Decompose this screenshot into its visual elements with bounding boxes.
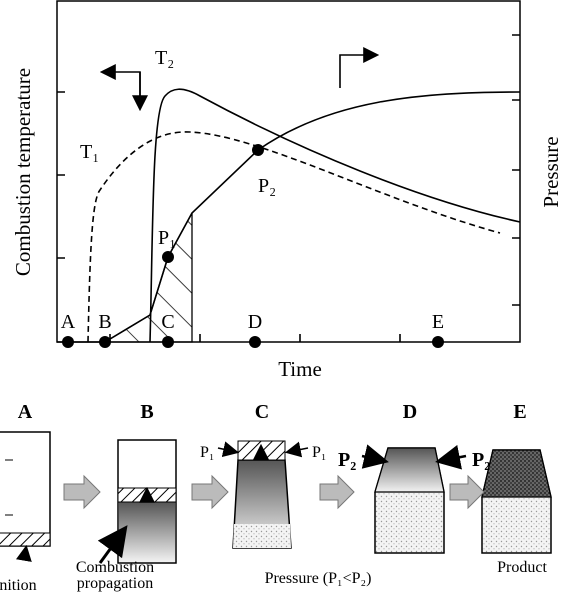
point [249,336,261,348]
stage-label: B [140,401,153,423]
points [62,144,444,348]
process-arrow [319,474,355,510]
point [162,336,174,348]
ticks [5,459,13,516]
y-axis-label: Combustion temperature [11,68,35,276]
pressure-arrow [361,444,389,469]
t-axis-arrow [99,64,141,105]
x-axis-label: Time [278,357,322,381]
point-label: A [61,311,76,333]
caption: Ignition [0,577,37,594]
point-label: D [248,311,262,333]
stage-label: A [18,401,33,423]
ticks [57,34,520,342]
process-arrows [63,474,485,510]
y2-axis-label: Pressure [539,136,563,207]
burned-zone [119,502,175,562]
point [432,336,444,348]
pressure-label: P₂ [338,449,356,471]
pressure-curve [57,91,521,343]
product-zone [233,524,291,548]
point-label: E [432,311,444,333]
point [252,144,264,156]
stage-label: E [513,401,526,423]
ignition-arrow [16,544,32,562]
pressure-arrow [217,441,240,458]
caption: Pressure (P₁<P₂) [265,570,372,587]
caption: Combustion [76,559,154,576]
plot-frame [56,0,521,343]
compressed-zone [374,447,445,493]
time-chart: A B C D E T₂ T₁ P₂ P₁ Time Combustion te… [11,0,563,381]
point [162,251,174,263]
pressure-label: P₂ [472,449,490,471]
sample [0,431,51,547]
p-axis-arrow [339,47,380,88]
pointer-arrow [97,525,128,564]
stages: A B C D E Ignition Combustion propagatio… [0,401,552,594]
process-arrow [63,474,101,510]
point [99,336,111,348]
point-label: C [161,311,174,333]
t1-curve [87,131,501,343]
stage-label: C [255,401,269,423]
pressure-label: P₁ [200,444,214,461]
process-arrow [449,474,485,510]
t2-curve [149,88,521,343]
caption: propagation [77,575,153,592]
pressure-label: P₁ [312,444,326,461]
point [62,336,74,348]
curve-label: T₂ [155,47,174,69]
curve-label: T₁ [80,141,99,163]
curve-label: P₁ [158,227,176,249]
pressure-arrow [284,441,309,458]
dense-zone [481,449,552,498]
curve-label: P₂ [258,175,276,197]
caption: Product [497,559,547,576]
ignition-layer [0,532,51,547]
stage-label: D [403,401,417,423]
process-arrow [191,474,229,510]
hatched-region [102,212,193,343]
pressure-arrow [435,444,467,470]
point-label: B [98,311,111,333]
